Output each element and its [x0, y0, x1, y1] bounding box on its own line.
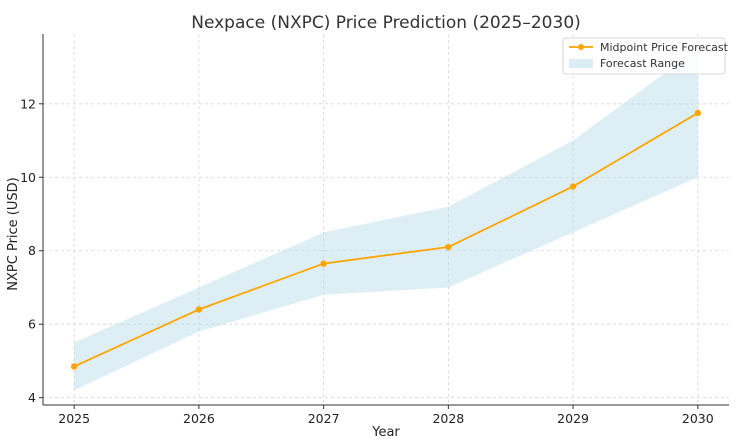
y-tick-label-6: 6: [28, 317, 36, 332]
midpoint-forecast-path: [73, 112, 699, 368]
forecast-range-band: [74, 48, 698, 391]
x-tick-label-2026: 2026: [183, 411, 215, 426]
legend-label-midpoint: Midpoint Price Forecast: [600, 41, 729, 54]
data-point-2030: [694, 109, 702, 117]
data-point-2026: [195, 306, 203, 313]
x-tick-label-2025: 2025: [58, 411, 90, 426]
x-tick-label-2027: 2027: [308, 411, 340, 426]
data-point-2029: [569, 183, 577, 190]
x-axis-label: Year: [371, 425, 400, 440]
chart-title: Nexpace (NXPC) Price Prediction (2025–20…: [191, 13, 581, 33]
axes: [42, 34, 729, 406]
x-tick-label-2030: 2030: [682, 411, 714, 426]
x-tick-label-2029: 2029: [557, 411, 589, 426]
y-axis-label: NXPC Price (USD): [6, 177, 21, 290]
x-tick-label-2028: 2028: [432, 411, 464, 426]
legend-band-swatch: [569, 59, 593, 68]
tick-labels: 2025 2026 2027 2028 2029 2030 4 6 8 10 12: [20, 96, 714, 426]
legend-label-range: Forecast Range: [600, 57, 685, 70]
data-point-2028: [445, 243, 452, 251]
midpoint-forecast-line: [70, 109, 702, 370]
y-tick-label-4: 4: [28, 390, 36, 405]
forecast-range-area: [74, 48, 698, 391]
grid-lines: [43, 34, 729, 405]
legend: Midpoint Price Forecast Forecast Range: [562, 37, 729, 75]
legend-marker-swatch: [578, 44, 584, 50]
y-tick-label-10: 10: [20, 170, 36, 185]
y-tick-label-12: 12: [20, 96, 36, 111]
data-point-2025: [70, 363, 78, 370]
y-tick-label-8: 8: [28, 243, 36, 258]
legend-box: [562, 37, 726, 75]
data-point-2027: [320, 260, 327, 267]
